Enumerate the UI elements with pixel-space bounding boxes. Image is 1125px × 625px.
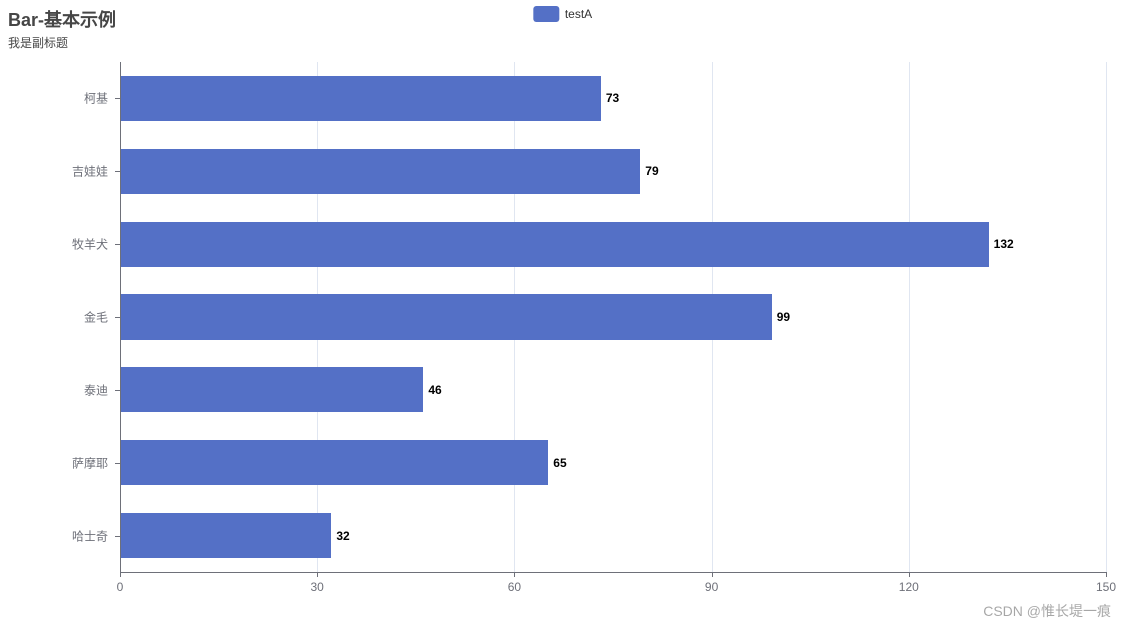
x-tick bbox=[1106, 572, 1107, 577]
y-tick bbox=[115, 171, 120, 172]
bar[interactable] bbox=[121, 513, 331, 558]
y-category-label: 泰迪 bbox=[84, 381, 108, 398]
y-category-label: 吉娃娃 bbox=[72, 163, 108, 180]
bar-value-label: 99 bbox=[777, 310, 790, 324]
y-tick bbox=[115, 244, 120, 245]
y-tick bbox=[115, 390, 120, 391]
y-tick bbox=[115, 317, 120, 318]
chart-title: Bar-基本示例 bbox=[8, 6, 116, 32]
bar-value-label: 46 bbox=[428, 383, 441, 397]
legend-swatch-icon bbox=[533, 6, 559, 22]
bar[interactable] bbox=[121, 440, 548, 485]
bar-value-label: 73 bbox=[606, 91, 619, 105]
x-tick-label: 0 bbox=[117, 580, 124, 594]
x-tick-label: 150 bbox=[1096, 580, 1116, 594]
bar-value-label: 132 bbox=[994, 237, 1014, 251]
y-category-label: 萨摩耶 bbox=[72, 454, 108, 471]
bar[interactable] bbox=[121, 76, 601, 121]
y-category-label: 牧羊犬 bbox=[72, 236, 108, 253]
legend-label: testA bbox=[565, 7, 592, 21]
x-tick-label: 60 bbox=[508, 580, 521, 594]
y-category-label: 柯基 bbox=[84, 90, 108, 107]
chart-subtitle: 我是副标题 bbox=[8, 34, 68, 51]
bar-value-label: 79 bbox=[645, 164, 658, 178]
bar-value-label: 65 bbox=[553, 456, 566, 470]
x-tick-label: 30 bbox=[311, 580, 324, 594]
x-axis-line bbox=[120, 572, 1106, 573]
chart-container: Bar-基本示例 我是副标题 testA 0306090120150柯基73吉娃… bbox=[0, 0, 1125, 625]
bar[interactable] bbox=[121, 149, 640, 194]
x-gridline bbox=[1106, 62, 1107, 572]
chart-legend[interactable]: testA bbox=[533, 6, 592, 22]
bar[interactable] bbox=[121, 367, 423, 412]
bar-value-label: 32 bbox=[336, 529, 349, 543]
watermark-text: CSDN @惟长堤一痕 bbox=[983, 601, 1111, 621]
y-category-label: 哈士奇 bbox=[72, 527, 108, 544]
x-gridline bbox=[909, 62, 910, 572]
x-tick-label: 90 bbox=[705, 580, 718, 594]
x-tick-label: 120 bbox=[899, 580, 919, 594]
y-category-label: 金毛 bbox=[84, 309, 108, 326]
y-tick bbox=[115, 463, 120, 464]
bar[interactable] bbox=[121, 294, 772, 339]
y-tick bbox=[115, 98, 120, 99]
plot-area: 0306090120150柯基73吉娃娃79牧羊犬132金毛99泰迪46萨摩耶6… bbox=[120, 62, 1106, 572]
y-tick bbox=[115, 536, 120, 537]
bar[interactable] bbox=[121, 222, 989, 267]
